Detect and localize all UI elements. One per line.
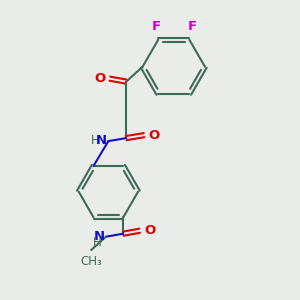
Text: O: O	[94, 72, 105, 85]
Text: H: H	[91, 134, 100, 147]
Text: N: N	[96, 134, 107, 147]
Text: F: F	[152, 20, 161, 33]
Text: H: H	[93, 236, 101, 248]
Text: O: O	[148, 129, 160, 142]
Text: F: F	[188, 20, 197, 33]
Text: N: N	[93, 230, 104, 243]
Text: CH₃: CH₃	[80, 254, 102, 268]
Text: O: O	[144, 224, 155, 237]
